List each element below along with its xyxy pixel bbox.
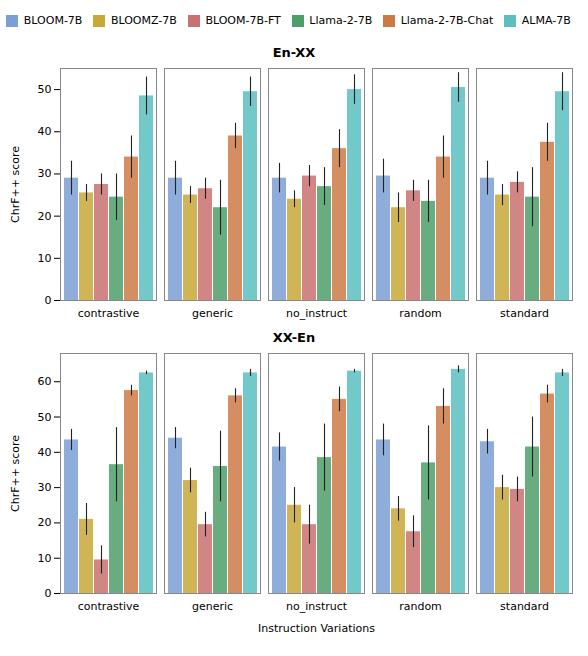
svg-text:contrastive: contrastive <box>78 600 140 613</box>
svg-text:standard: standard <box>500 600 549 613</box>
svg-text:10: 10 <box>38 251 52 264</box>
svg-text:Instruction Variations: Instruction Variations <box>258 621 375 634</box>
svg-text:standard: standard <box>500 307 549 320</box>
svg-text:ChrF++ score: ChrF++ score <box>9 434 22 511</box>
svg-text:50: 50 <box>38 410 52 423</box>
svg-text:20: 20 <box>38 516 52 529</box>
svg-text:30: 30 <box>38 481 52 494</box>
svg-text:20: 20 <box>38 209 52 222</box>
html-text:BLOOMZ-7B: BLOOMZ-7B <box>110 14 177 27</box>
svg-text:40: 40 <box>38 445 52 458</box>
html-text:ALMA-7B: ALMA-7B <box>521 14 571 27</box>
svg-text:random: random <box>399 600 442 613</box>
svg-text:generic: generic <box>192 600 233 613</box>
html-text:XX-En: XX-En <box>272 329 316 345</box>
html-text:Llama-2-7B: Llama-2-7B <box>309 14 373 27</box>
svg-text:50: 50 <box>38 83 52 96</box>
svg-text:ChrF++ score: ChrF++ score <box>9 145 22 222</box>
svg-text:40: 40 <box>38 125 52 138</box>
svg-text:30: 30 <box>38 167 52 180</box>
html-text:Llama-2-7B-Chat: Llama-2-7B-Chat <box>400 14 494 27</box>
svg-text:60: 60 <box>38 375 52 388</box>
svg-text:0: 0 <box>45 587 52 600</box>
svg-text:generic: generic <box>192 307 233 320</box>
svg-text:no_instruct: no_instruct <box>286 600 348 613</box>
svg-text:contrastive: contrastive <box>78 307 140 320</box>
html-text:BLOOM-7B: BLOOM-7B <box>23 14 83 27</box>
svg-text:0: 0 <box>45 294 52 307</box>
svg-text:no_instruct: no_instruct <box>286 307 348 320</box>
html-text:BLOOM-7B-FT: BLOOM-7B-FT <box>205 14 281 27</box>
svg-text:10: 10 <box>38 551 52 564</box>
svg-text:random: random <box>399 307 442 320</box>
html-text:En-XX: En-XX <box>272 44 316 60</box>
